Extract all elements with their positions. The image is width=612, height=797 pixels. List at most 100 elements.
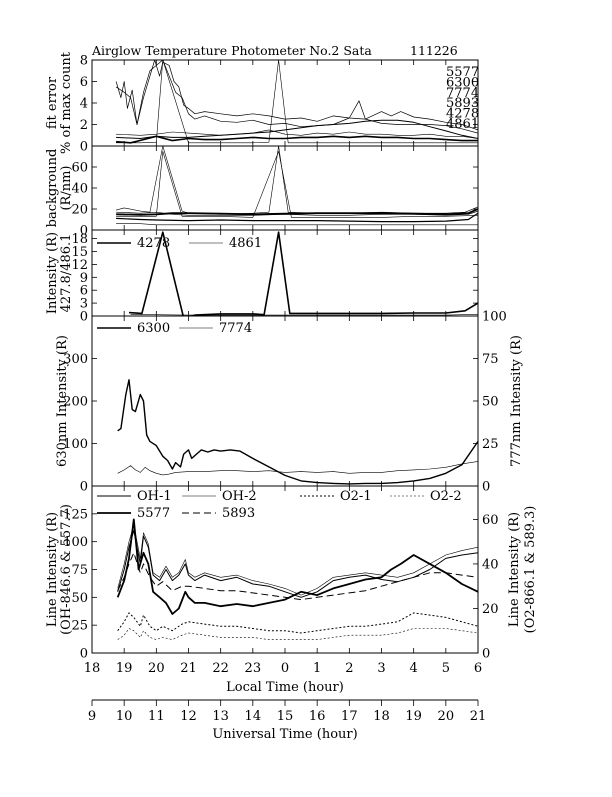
legend-label-4278: 4278: [137, 236, 170, 251]
local-time-tick-label: 3: [377, 661, 385, 676]
local-time-axis-label: Local Time (hour): [226, 680, 344, 695]
y-right-axis-label: 777nm Intensity (R): [509, 335, 524, 467]
series-line-O2-2: [117, 628, 478, 640]
series-line-5893: [117, 552, 478, 601]
series-line-5577: [115, 60, 478, 131]
legend-label-4278: 4278: [446, 107, 479, 122]
panel-fit-error: 0 2 4 6 8 fit error% of max count: [45, 51, 479, 155]
y-right-tick-label: 0: [482, 480, 490, 495]
y-tick-label: 75: [71, 563, 88, 578]
legend-label-4861: 4861: [229, 236, 262, 251]
y-tick-label: 0: [80, 140, 88, 155]
y-tick-label: 8: [80, 54, 88, 69]
y-axis-label: Line Intensity (R): [45, 512, 60, 627]
y-right-tick-label: 0: [482, 647, 490, 662]
y-right-tick-label: 50: [482, 395, 499, 410]
series-line-7774: [117, 461, 478, 476]
ut-tick-label: 16: [309, 709, 326, 724]
series-line-OH-1: [117, 530, 478, 598]
y-axis-label: 630nm Intensity (R): [55, 335, 70, 467]
panel-frame: [91, 59, 479, 147]
local-time-tick-label: 20: [148, 661, 165, 676]
ut-tick-label: 18: [373, 709, 390, 724]
local-time-tick-label: 19: [116, 661, 133, 676]
ut-tick-label: 19: [405, 709, 422, 724]
y-tick-label: 25: [71, 619, 88, 634]
y-tick-label: 0: [80, 310, 88, 325]
local-time-tick-label: 23: [245, 661, 262, 676]
series-line-O2-1: [117, 612, 478, 634]
legend-label-O2-2: O2-2: [430, 489, 462, 504]
legend-label-6300: 6300: [446, 75, 479, 90]
y-tick-label: 300: [63, 352, 88, 367]
y-tick-label: 12: [71, 258, 88, 273]
series-line-4278: [116, 135, 478, 144]
legend-label-OH-1: OH-1: [137, 489, 172, 504]
y-axis-label: fit error: [45, 76, 60, 129]
local-time-tick-label: 6: [474, 661, 482, 676]
ut-tick-label: 14: [245, 709, 262, 724]
y-axis-label-sub: 427.8/486.1: [59, 234, 74, 313]
local-time-tick-label: 1: [313, 661, 321, 676]
series-line-7774: [116, 129, 478, 139]
y-tick-label: 9: [80, 271, 88, 286]
y-tick-label: 100: [63, 535, 88, 550]
ut-tick-label: 21: [470, 709, 487, 724]
legend-label-5893: 5893: [446, 96, 479, 111]
series-line-4278: [128, 231, 478, 316]
y-right-tick-label: 75: [482, 352, 499, 367]
y-tick-label: 60: [71, 161, 88, 176]
legend-label-4861: 4861: [446, 117, 479, 132]
ut-tick-label: 12: [180, 709, 197, 724]
local-time-tick-label: 22: [212, 661, 229, 676]
series-line-6300: [115, 60, 478, 134]
series-line-6300: [117, 379, 478, 485]
legend-label-OH-2: OH-2: [222, 489, 257, 504]
series-line-5893: [116, 119, 478, 139]
ut-tick-label: 13: [212, 709, 229, 724]
y-tick-label: 125: [63, 507, 88, 522]
y-tick-label: 0: [80, 647, 88, 662]
ut-tick-label: 11: [148, 709, 165, 724]
chart-title: Airglow Temperature Photometer No.2 Sata: [91, 43, 372, 58]
panel-frame: [91, 315, 479, 487]
legend-label-7774: 7774: [219, 321, 252, 336]
local-time-tick-label: 5: [442, 661, 450, 676]
y-tick-label: 100: [63, 437, 88, 452]
y-right-axis-label-sub: (O2-866.1 & 589.3): [523, 506, 538, 634]
series-line-OH-2: [117, 524, 478, 596]
y-tick-label: 4: [80, 97, 88, 112]
series-line-d: [116, 151, 478, 218]
y-tick-label: 2: [80, 118, 88, 133]
series-line-f: [116, 223, 478, 226]
series-line-c: [116, 208, 478, 216]
y-tick-label: 20: [71, 203, 88, 218]
legend-label-6300: 6300: [137, 321, 170, 336]
local-time-tick-label: 0: [281, 661, 289, 676]
series-line-4861: [130, 314, 478, 316]
ut-axis-label: Universal Time (hour): [212, 727, 357, 742]
y-axis-label: Intensity (R): [45, 232, 60, 314]
y-axis-label-sub: % of max count: [59, 51, 74, 154]
legend-label-5577: 5577: [137, 506, 170, 521]
ut-tick-label: 20: [438, 709, 455, 724]
y-right-tick-label: 60: [482, 513, 499, 528]
legend-label-5577: 5577: [446, 65, 479, 80]
ut-axis: 9 10 11 12 13 14 15 16 17 18 19 20 21: [88, 699, 487, 724]
panel-background: 0 20 40 60 background (R/nm): [45, 145, 479, 239]
ut-tick-label: 9: [88, 709, 96, 724]
y-axis-label-sub: (OH-846.6 & 557.7): [59, 504, 74, 635]
y-right-axis-label: Line Intensity (R): [507, 512, 522, 627]
y-tick-label: 0: [80, 224, 88, 239]
y-right-tick-label: 100: [482, 310, 507, 325]
ut-tick-label: 10: [116, 709, 133, 724]
y-tick-label: 0: [80, 480, 88, 495]
legend-label-5893: 5893: [222, 506, 255, 521]
y-axis-label-sub: (R/nm): [59, 165, 74, 210]
y-tick-label: 6: [80, 75, 88, 90]
